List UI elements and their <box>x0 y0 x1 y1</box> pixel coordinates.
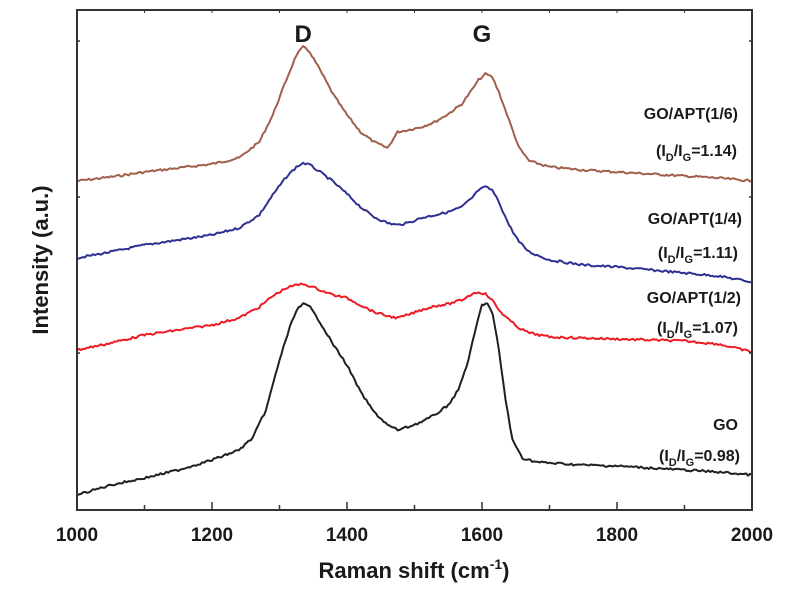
y-axis-title: Intensity (a.u.) <box>28 185 53 334</box>
ratio-label: (ID/IG=1.14) <box>656 143 737 164</box>
series-line-4 <box>76 302 753 497</box>
ratio-label: (ID/IG=0.98) <box>659 448 740 469</box>
series-line-1 <box>76 45 753 183</box>
ratio-label: (ID/IG=1.07) <box>657 320 738 341</box>
series-name-label: GO <box>713 417 738 434</box>
x-tick-label: 1400 <box>326 525 368 546</box>
series-name-label: GO/APT(1/4) <box>648 211 742 228</box>
x-tick-label: 1000 <box>56 525 98 546</box>
series-line-3 <box>76 282 753 354</box>
series-name-label: GO/APT(1/6) <box>644 106 738 123</box>
x-tick-label: 2000 <box>731 525 773 546</box>
plot-frame <box>76 9 753 511</box>
ratio-label: (ID/IG=1.11) <box>658 245 738 266</box>
series-annotations: GO/APT(1/6) (ID/IG=1.14) GO/APT(1/4) (ID/IG… <box>644 106 742 469</box>
peak-label-d: D <box>294 21 311 48</box>
axis-ticks <box>76 10 753 510</box>
peak-label-g: G <box>473 21 492 48</box>
x-tick-label: 1800 <box>596 525 638 546</box>
x-tick-label: 1200 <box>191 525 233 546</box>
series-name-label: GO/APT(1/2) <box>647 290 741 307</box>
x-tick-labels: 1000 1200 1400 1600 1800 2000 <box>56 525 773 546</box>
plot-lines <box>76 45 753 497</box>
series-line-2 <box>76 161 753 284</box>
x-tick-label: 1600 <box>461 525 503 546</box>
x-axis-title: Raman shift (cm-1) <box>319 556 510 583</box>
